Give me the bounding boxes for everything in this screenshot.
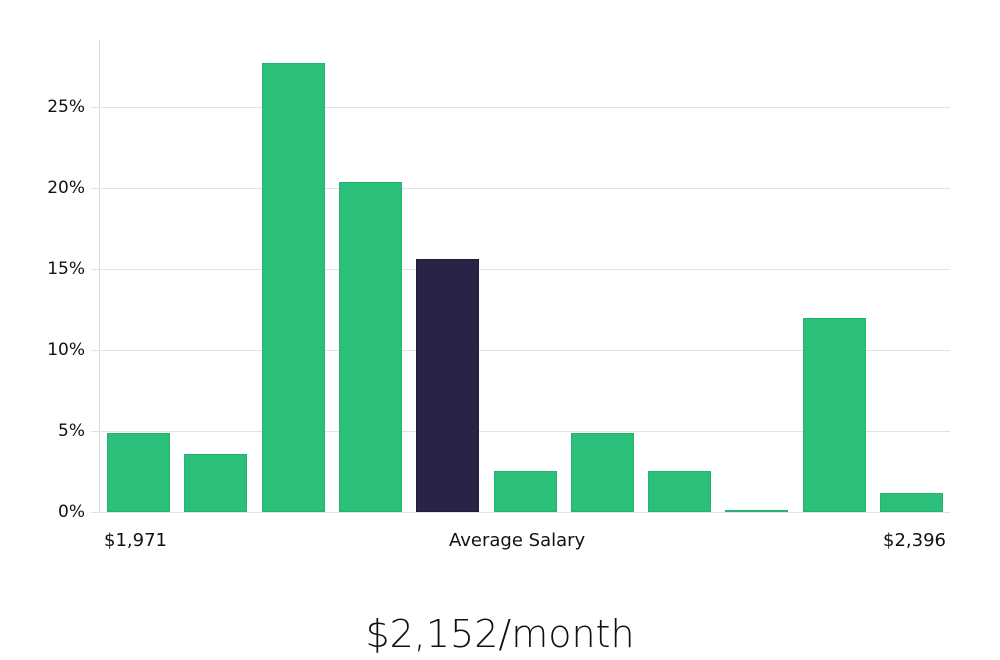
gridline xyxy=(91,431,950,432)
gridline xyxy=(91,107,950,108)
x-axis-title: Average Salary xyxy=(449,530,586,551)
bar xyxy=(725,510,788,512)
y-tick-label: 5% xyxy=(58,421,85,441)
x-min-label: $1,971 xyxy=(104,530,167,551)
y-axis-line xyxy=(99,40,100,512)
x-max-label: $2,396 xyxy=(883,530,946,551)
y-tick-label: 0% xyxy=(58,502,85,522)
gridline xyxy=(91,512,950,513)
gridline xyxy=(91,269,950,270)
y-tick-label: 25% xyxy=(47,97,85,117)
bar-highlighted xyxy=(416,259,479,512)
bar xyxy=(494,471,557,512)
bar xyxy=(880,493,943,512)
y-tick-label: 20% xyxy=(47,178,85,198)
average-salary-value: $2,152/month xyxy=(365,612,635,656)
bar xyxy=(107,433,170,512)
bar xyxy=(803,318,866,512)
gridline xyxy=(91,188,950,189)
bar xyxy=(571,433,634,512)
y-tick-label: 10% xyxy=(47,340,85,360)
gridline xyxy=(91,350,950,351)
bar xyxy=(339,182,402,512)
bar xyxy=(262,63,325,512)
bar xyxy=(648,471,711,512)
bar xyxy=(184,454,247,512)
y-tick-label: 15% xyxy=(47,259,85,279)
